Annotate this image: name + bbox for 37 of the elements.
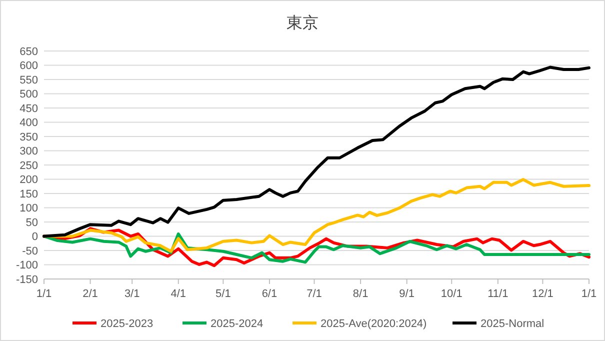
y-tick-label: 450 bbox=[20, 102, 38, 115]
y-tick-label: -100 bbox=[16, 260, 38, 272]
y-tick-label: 550 bbox=[20, 74, 38, 86]
y-tick-label: 300 bbox=[20, 146, 38, 158]
x-tick-label: 7/1 bbox=[306, 288, 322, 300]
y-tick-label: 350 bbox=[20, 131, 38, 144]
x-tick-label: 6/1 bbox=[262, 288, 278, 300]
y-tick-label: 600 bbox=[20, 60, 38, 72]
line-series bbox=[42, 178, 590, 253]
y-tick-label: 200 bbox=[20, 174, 38, 186]
x-tick-label: 4/1 bbox=[170, 288, 186, 300]
legend-label: 2025-2023 bbox=[100, 318, 154, 330]
y-tick-label: -150 bbox=[16, 274, 38, 286]
legend-label: 2025-Normal bbox=[480, 318, 544, 330]
y-tick-label: 50 bbox=[26, 216, 38, 229]
y-tick-label: 400 bbox=[20, 117, 38, 130]
x-tick-label: 8/1 bbox=[352, 288, 368, 300]
y-tick-label: -50 bbox=[22, 245, 38, 258]
y-tick-label: 650 bbox=[20, 46, 38, 58]
legend-label: 2025-2024 bbox=[210, 318, 264, 330]
x-tick-label: 1/1 bbox=[36, 288, 52, 300]
x-tick-label: 10/1 bbox=[440, 288, 462, 300]
x-tick-label: 12/1 bbox=[532, 288, 554, 300]
chart-title: 東京 bbox=[286, 14, 318, 32]
y-tick-label: 500 bbox=[20, 88, 38, 101]
x-tick-label: 11/1 bbox=[488, 288, 508, 300]
line-series bbox=[42, 66, 590, 238]
x-tick-label: 5/1 bbox=[216, 288, 231, 300]
y-tick-label: 150 bbox=[20, 188, 38, 200]
y-tick-label: 0 bbox=[32, 231, 38, 244]
x-tick-label: 2/1 bbox=[82, 288, 98, 300]
y-tick-label: 100 bbox=[20, 202, 38, 215]
y-tick-label: 250 bbox=[20, 160, 38, 172]
legend-label: 2025-Ave(2020:2024) bbox=[320, 318, 427, 330]
x-tick-label: 3/1 bbox=[124, 288, 140, 300]
x-tick-label: 1/1 bbox=[581, 288, 597, 300]
x-tick-label: 9/1 bbox=[399, 288, 414, 300]
